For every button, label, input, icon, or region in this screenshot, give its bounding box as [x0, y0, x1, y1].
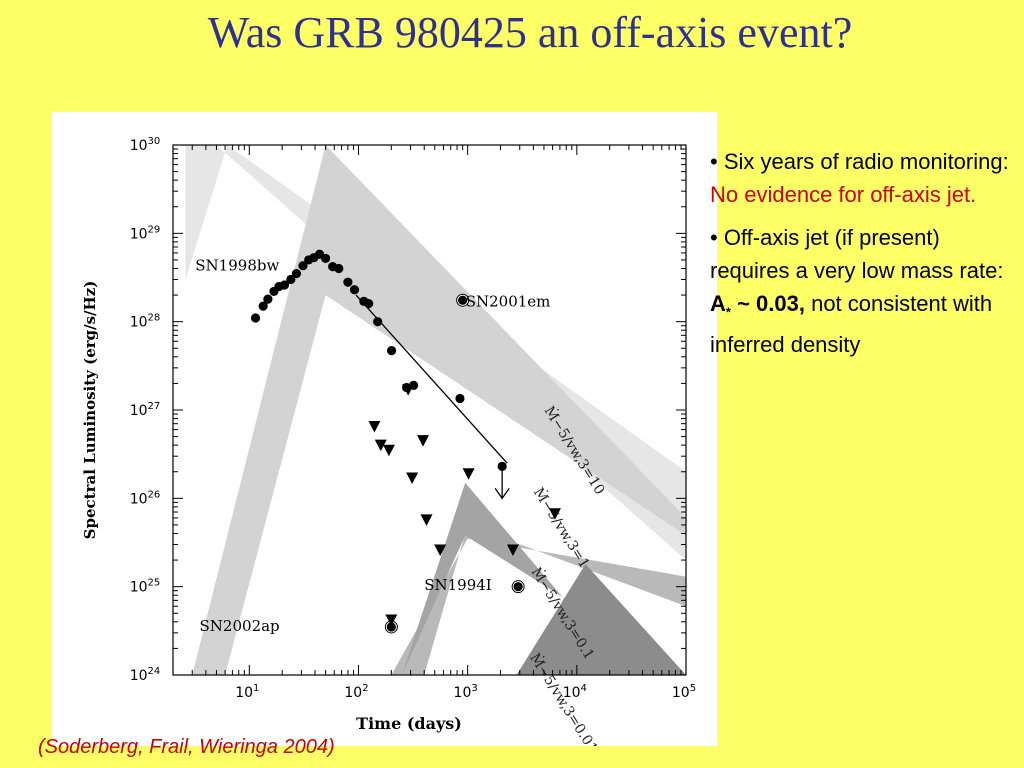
y-tick-label: 1026 — [130, 489, 161, 507]
upper-limit-marker — [406, 472, 419, 484]
source-label: SN2001em — [466, 292, 551, 310]
upper-limit-arrowhead — [494, 487, 510, 500]
bullet-list: • Six years of radio monitoring: No evid… — [710, 145, 1018, 371]
source-label: SN2002ap — [200, 617, 280, 635]
upper-limit-marker — [382, 444, 395, 457]
data-points — [250, 249, 561, 634]
upper-limit-marker — [462, 468, 475, 480]
symbol-rest: ~ 0.03, — [730, 291, 805, 316]
density-band — [516, 564, 686, 675]
bullet-text: • Six years of radio monitoring: — [710, 149, 1009, 174]
y-tick-label: 1025 — [130, 578, 161, 596]
x-tick-label: 105 — [672, 683, 696, 701]
data-point — [364, 299, 374, 309]
citation: (Soderberg, Frail, Wieringa 2004) — [38, 736, 335, 758]
source-labels: SN1998bw SN2001em SN1994I SN2002ap — [195, 257, 550, 635]
bullet-tail: not consistent with inferred density — [710, 291, 993, 358]
symbol-base: A — [710, 291, 726, 316]
data-point — [321, 253, 331, 264]
upper-limit-marker — [506, 544, 519, 557]
x-axis-title: Time (days) — [356, 714, 462, 733]
figure-panel: Ṁ−5/vw,3=10 Ṁ−5/vw,3=1 Ṁ−5/vw,3=0.1 Ṁ−5/vw,… — [52, 112, 717, 746]
source-label: SN1998bw — [195, 257, 279, 275]
data-point — [258, 301, 268, 311]
data-point — [279, 280, 290, 290]
x-tick-label: 101 — [235, 683, 259, 701]
data-point — [291, 269, 302, 279]
y-tick-label: 1028 — [130, 313, 161, 331]
x-tick-label: 103 — [454, 683, 478, 701]
data-point — [250, 313, 261, 323]
bullet-item: • Six years of radio monitoring: No evid… — [710, 145, 1018, 211]
upper-limit-marker — [385, 614, 398, 626]
upper-limit-marker — [420, 514, 433, 526]
y-axis-title: Spectral Luminosity (erg/s/Hz) — [81, 281, 99, 540]
data-point — [458, 295, 468, 305]
upper-limit-marker — [368, 421, 381, 433]
upper-limit-marker — [374, 439, 387, 452]
y-tick-label: 1027 — [130, 401, 161, 419]
upper-limit-marker — [548, 508, 561, 520]
density-bands — [185, 145, 686, 675]
data-point — [373, 317, 383, 327]
symbol-subscript: * — [725, 304, 731, 320]
slide-title: Was GRB 980425 an off-axis event? — [207, 8, 853, 57]
data-point — [298, 261, 308, 271]
y-tick-label: 1030 — [130, 136, 161, 154]
upper-limit-marker — [417, 435, 430, 447]
y-tick-label: 1024 — [130, 666, 161, 684]
mass-rate-symbol: A* ~ 0.03, — [710, 291, 805, 320]
luminosity-chart: Ṁ−5/vw,3=10Ṁ−5/vw,3=1Ṁ−5/vw,3=0.1Ṁ−5/vw,… — [81, 136, 696, 746]
data-point — [386, 346, 397, 356]
bullet-text: • Off-axis jet (if present) requires a v… — [710, 225, 1004, 283]
x-tick-label: 102 — [344, 683, 368, 701]
y-tick-label: 1029 — [130, 224, 161, 242]
data-point — [263, 294, 273, 304]
data-point — [349, 285, 360, 295]
upper-limit-marker — [434, 544, 447, 557]
upper-limit-marker — [402, 384, 415, 396]
data-point — [386, 622, 396, 632]
source-label: SN1994I — [424, 576, 492, 594]
axis-ticks — [172, 144, 687, 676]
data-point — [497, 461, 507, 471]
bullet-highlight: No evidence for off-axis jet. — [710, 182, 977, 207]
bullet-item: • Off-axis jet (if present) requires a v… — [710, 221, 1018, 361]
density-band — [401, 482, 686, 675]
data-point — [455, 393, 465, 404]
data-point — [286, 274, 296, 285]
data-point — [334, 263, 344, 274]
x-tick-label: 104 — [563, 683, 587, 701]
density-band — [192, 145, 686, 675]
density-band — [391, 524, 686, 675]
data-point — [343, 277, 353, 287]
data-point — [513, 582, 523, 592]
